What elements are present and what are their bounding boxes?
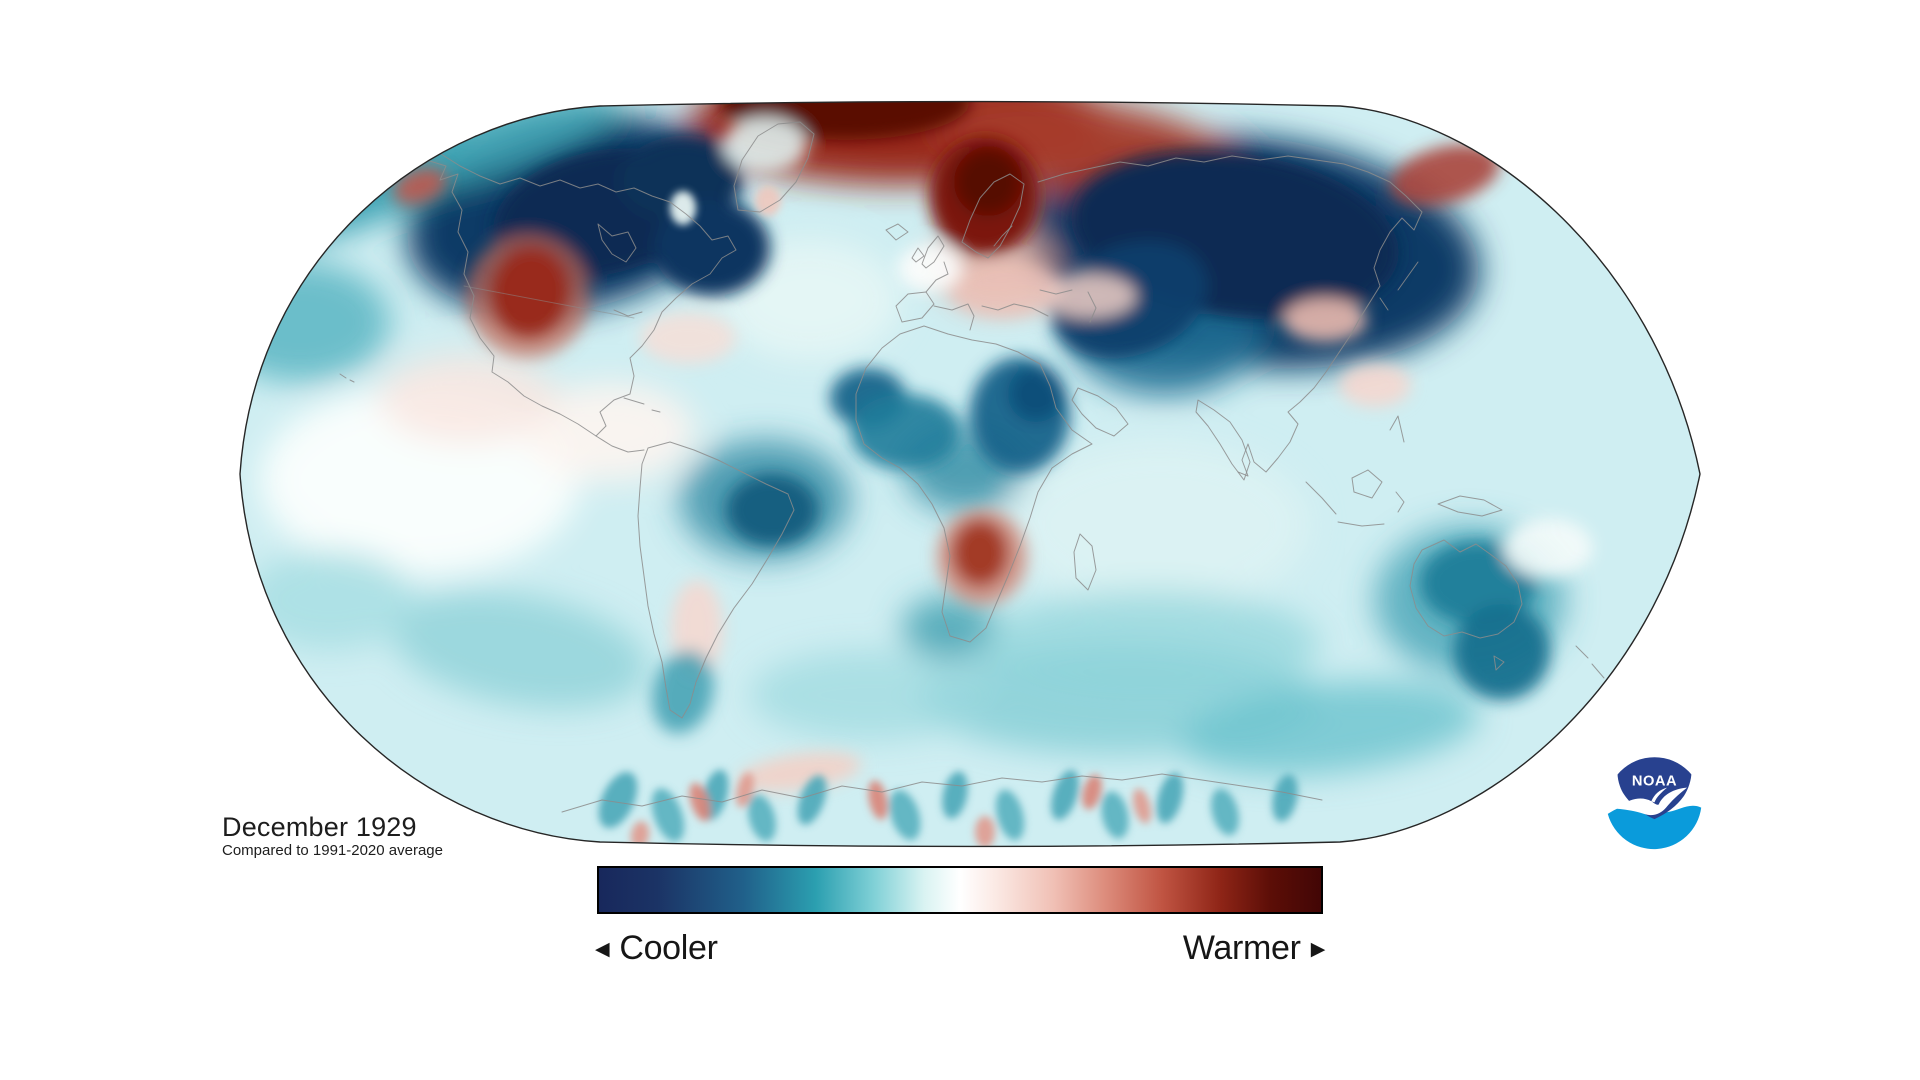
anomaly-blob [750,650,990,740]
anomaly-blob [1390,144,1500,206]
noaa-logo-sea [1607,804,1702,850]
anomaly-blob [652,650,714,734]
anomaly-blob [1132,788,1152,824]
legend-labels: ◀ Cooler Warmer ▶ [595,922,1325,974]
anomaly-blob [995,789,1025,841]
anomaly-blob [1210,788,1240,836]
anomaly-blob [245,550,415,650]
anomaly-blob [1051,769,1079,821]
anomaly-blob [640,312,736,364]
anomaly-blob [952,520,1008,586]
anomaly-blob [670,191,696,225]
cooler-label: Cooler [619,928,718,967]
anomaly-blob [240,262,390,382]
date-block: December 1929 Compared to 1991-2020 aver… [222,812,443,859]
anomaly-blob [1008,366,1064,422]
noaa-gull-icon [1616,787,1688,816]
anomaly-blob [975,816,995,847]
anomaly-blob [738,752,862,792]
anomaly-blob [1420,541,1536,625]
noaa-logo: NOAA [1606,757,1703,854]
anomaly-blob [850,394,960,470]
anomaly-blob [1283,298,1367,342]
anomaly-blob [720,240,900,360]
anomaly-blob [723,117,807,173]
baseline-label: Compared to 1991-2020 average [222,842,443,859]
anomaly-blobs-medium [393,101,1593,792]
anomaly-blob [525,382,695,482]
anomaly-blob [489,246,571,338]
legend-warmer: Warmer ▶ [1183,929,1325,968]
anomaly-blob [1101,791,1129,839]
anomaly-blob [1339,363,1411,407]
legend-cooler: ◀ Cooler [595,929,718,968]
map-outline [239,100,1701,848]
anomaly-blob [393,167,447,205]
anomaly-blob [954,148,1022,216]
anomaly-blob [378,353,558,443]
noaa-logo-text: NOAA [1632,774,1677,790]
anomaly-blob [1503,518,1593,578]
anomaly-blob [1180,680,1480,776]
anomaly-blob [942,771,968,819]
cooler-arrow-icon: ◀ [595,938,610,960]
anomaly-blob [747,794,777,842]
color-scale-bar [597,866,1323,914]
anomaly-blob [1010,440,1310,610]
warmer-arrow-icon: ▶ [1310,938,1326,960]
anomaly-blob [726,474,818,546]
anomaly-blob [630,821,650,847]
anomaly-blob [1272,774,1298,822]
date-label: December 1929 [222,812,417,842]
anomaly-blob [950,262,1060,318]
anomaly-blob [889,789,921,841]
anomaly-blob [980,590,1320,700]
anomaly-blob [1082,774,1102,810]
anomaly-blob [689,782,711,822]
anomaly-blob [755,186,781,216]
warmer-label: Warmer [1182,928,1301,967]
anomaly-blobs-small [598,186,1298,847]
anomaly-blob [797,775,827,825]
anomaly-blob [1156,772,1184,824]
anomaly-blob [598,771,638,829]
anomaly-blob [618,135,742,221]
anomaly-blob [1454,604,1550,700]
anomaly-blob [898,244,962,292]
coastlines [339,121,1605,813]
anomaly-blob [391,591,649,709]
anomaly-blob [735,772,755,808]
anomaly-blob [902,596,998,660]
